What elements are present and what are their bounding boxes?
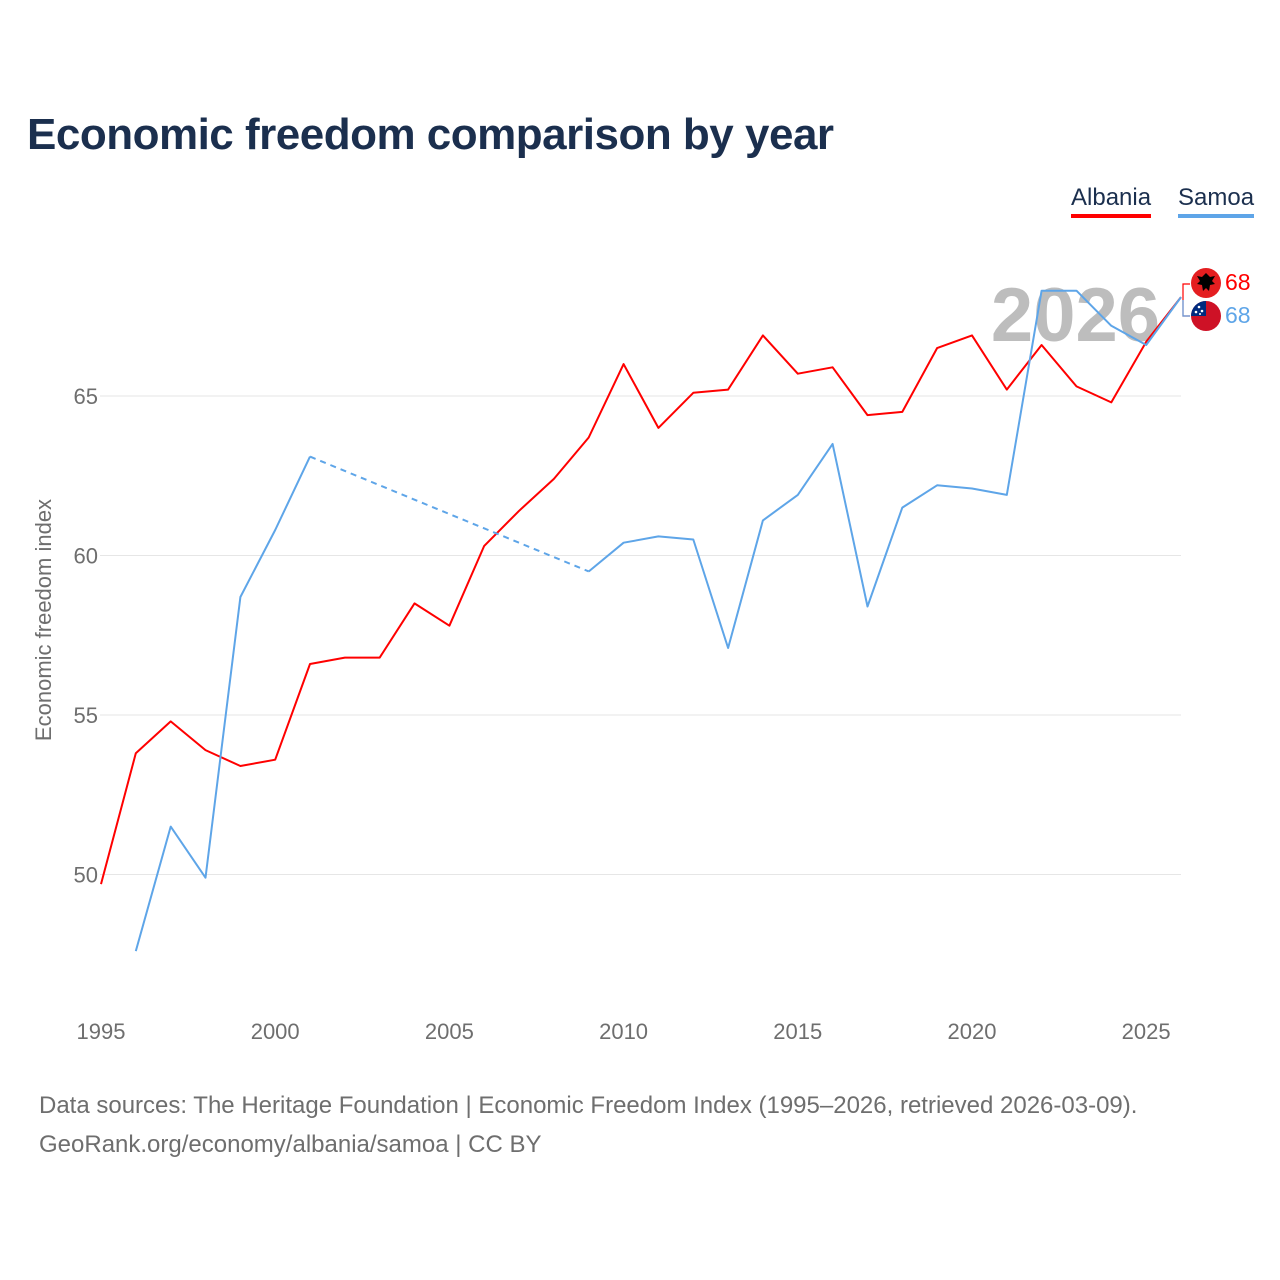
y-tick-label: 65 xyxy=(74,384,98,409)
legend-item-albania[interactable]: Albania xyxy=(1071,184,1152,218)
x-tick-label: 2020 xyxy=(947,1019,996,1044)
samoa-gap-line xyxy=(309,455,590,573)
samoa-end-value: 68 xyxy=(1225,302,1251,328)
albania-end-value: 68 xyxy=(1225,269,1251,295)
y-tick-label: 50 xyxy=(74,863,98,888)
source-note: Data sources: The Heritage Foundation | … xyxy=(39,1086,1137,1164)
x-tick-label: 2025 xyxy=(1122,1019,1171,1044)
source-line: Data sources: The Heritage Foundation | … xyxy=(39,1092,1138,1119)
x-tick-label: 2000 xyxy=(251,1019,300,1044)
samoa-series-line xyxy=(588,289,1182,649)
chart-title: Economic freedom comparison by year xyxy=(27,110,834,159)
source-link[interactable]: GeoRank.org/economy/albania/samoa | CC B… xyxy=(39,1131,542,1158)
x-tick-label: 2015 xyxy=(773,1019,822,1044)
y-tick-label: 60 xyxy=(74,544,98,569)
end-bracket-samoa xyxy=(1182,300,1190,317)
albania-flag-icon xyxy=(1191,268,1221,298)
y-axis-label: Economic freedom index xyxy=(31,499,56,741)
samoa-flag-icon xyxy=(1191,301,1221,331)
x-tick-label: 2010 xyxy=(599,1019,648,1044)
albania-series-line xyxy=(100,296,1182,885)
y-tick-label: 55 xyxy=(74,703,98,728)
x-tick-label: 2005 xyxy=(425,1019,474,1044)
samoa-series-line xyxy=(134,456,311,952)
end-bracket xyxy=(1182,283,1190,317)
current-year-watermark: 2026 xyxy=(991,273,1160,358)
x-tick-label: 1995 xyxy=(77,1019,126,1044)
legend-item-samoa[interactable]: Samoa xyxy=(1178,184,1255,218)
